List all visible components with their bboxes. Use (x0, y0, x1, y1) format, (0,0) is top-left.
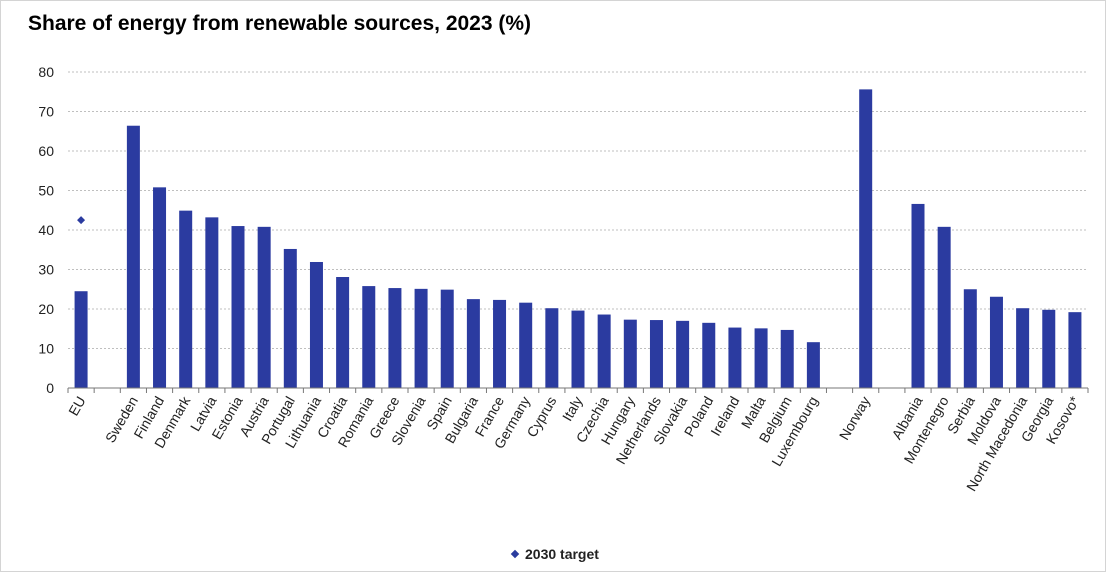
bar (336, 277, 350, 388)
bar (702, 322, 716, 388)
x-axis-category-labels: EU SwedenFinlandDenmarkLatviaEstoniaAustr… (65, 393, 1083, 494)
bar (545, 308, 559, 388)
legend-diamond-icon (510, 549, 520, 559)
y-tick-label: 70 (38, 104, 54, 120)
bar (676, 320, 690, 388)
bar (493, 299, 507, 388)
bar (989, 296, 1003, 388)
bar (937, 226, 951, 388)
bar (126, 125, 140, 388)
bar (963, 289, 977, 388)
x-category-label: Sweden (102, 394, 141, 446)
y-tick-label: 50 (38, 183, 54, 199)
bar (806, 342, 820, 388)
gridlines (68, 71, 1088, 349)
bar (571, 310, 585, 388)
bar (728, 327, 742, 388)
y-axis-tick-labels: 0 10 20 30 40 50 60 70 80 (38, 64, 54, 396)
bars (74, 89, 1082, 388)
bar (440, 289, 454, 388)
bar (1016, 308, 1030, 388)
y-tick-label: 30 (38, 262, 54, 278)
legend-label: 2030 target (525, 546, 599, 562)
y-tick-label: 60 (38, 143, 54, 159)
x-category-label: EU (65, 394, 89, 419)
bar (388, 288, 402, 388)
y-tick-label: 0 (46, 380, 54, 396)
bar (257, 226, 271, 388)
bar (362, 286, 376, 388)
x-axis (67, 387, 1089, 393)
bar (1042, 309, 1056, 388)
x-category-label: Norway (836, 394, 874, 443)
bar (414, 288, 428, 388)
bar (597, 314, 611, 388)
legend: 2030 target (510, 546, 599, 562)
bar (153, 187, 167, 388)
bar (519, 302, 533, 388)
y-tick-label: 10 (38, 341, 54, 357)
bar (1068, 312, 1082, 388)
y-tick-label: 80 (38, 64, 54, 80)
bar (859, 89, 873, 388)
bar (74, 291, 88, 388)
bar (649, 320, 663, 388)
target-marker (77, 216, 86, 225)
chart-title: Share of energy from renewable sources, … (28, 12, 532, 35)
bar (179, 210, 193, 388)
target-markers (77, 216, 86, 225)
bar (309, 261, 323, 388)
bar (780, 329, 794, 388)
x-category-label: Italy (559, 394, 586, 424)
bar (911, 203, 925, 388)
y-tick-label: 40 (38, 222, 54, 238)
bar (283, 248, 297, 388)
bar (231, 226, 245, 388)
bar (466, 299, 480, 388)
bar (754, 328, 768, 388)
y-tick-label: 20 (38, 301, 54, 317)
bar (623, 319, 637, 388)
bar (205, 217, 219, 388)
